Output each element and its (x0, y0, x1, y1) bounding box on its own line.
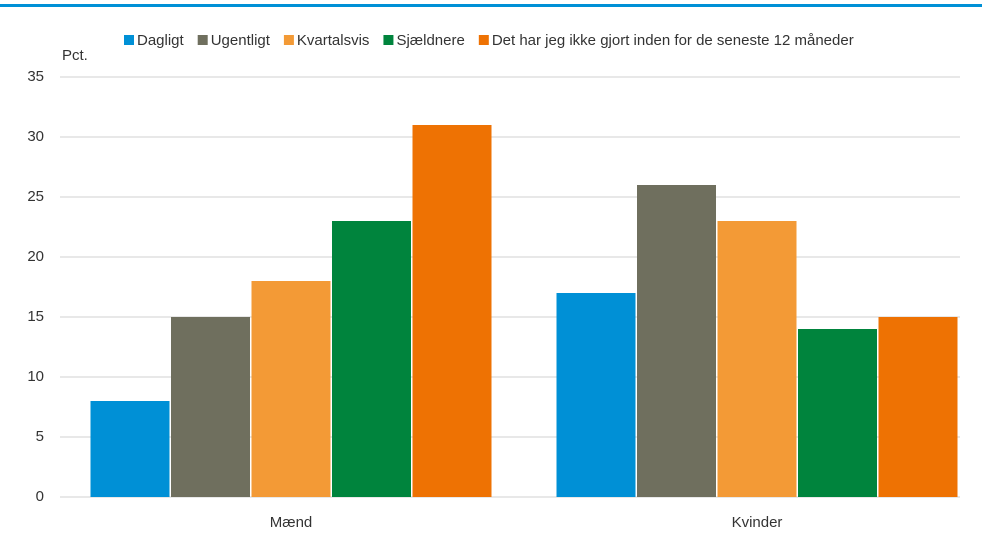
y-tick-label: 25 (27, 188, 44, 205)
bar (412, 125, 492, 497)
y-tick-label: 20 (27, 248, 44, 265)
bar (332, 221, 411, 497)
bar (717, 221, 797, 497)
legend-swatch (124, 35, 134, 45)
top-rule (0, 4, 982, 7)
legend-label: Sjældnere (396, 32, 464, 49)
y-tick-label: 10 (27, 368, 44, 385)
bar (798, 329, 877, 497)
legend-label: Dagligt (137, 32, 185, 49)
legend-swatch (197, 35, 208, 45)
bar (90, 401, 170, 497)
legend-swatch (283, 35, 294, 45)
bar (878, 317, 958, 497)
y-tick-label: 0 (36, 488, 44, 505)
bar (171, 317, 250, 497)
y-tick-label: 30 (27, 128, 44, 145)
y-axis-label: Pct. (62, 47, 88, 64)
y-tick-label: 5 (36, 428, 44, 445)
legend-label: Kvartalsvis (297, 32, 370, 49)
legend: Dagligt Ugentligt Kvartalsvis Sjældnere Det … (124, 32, 854, 49)
legend-label: Ugentligt (211, 32, 271, 49)
bar (251, 281, 331, 497)
legend-swatch (478, 35, 489, 45)
y-tick-label: 15 (27, 308, 44, 325)
legend-swatch (383, 35, 394, 45)
x-tick-label: Kvinder (732, 514, 783, 531)
bar (637, 185, 716, 497)
x-tick-label: Mænd (270, 514, 313, 531)
y-tick-label: 35 (27, 68, 44, 85)
bar (556, 293, 636, 497)
legend-label: Det har jeg ikke gjort inden for de sene… (492, 32, 854, 49)
